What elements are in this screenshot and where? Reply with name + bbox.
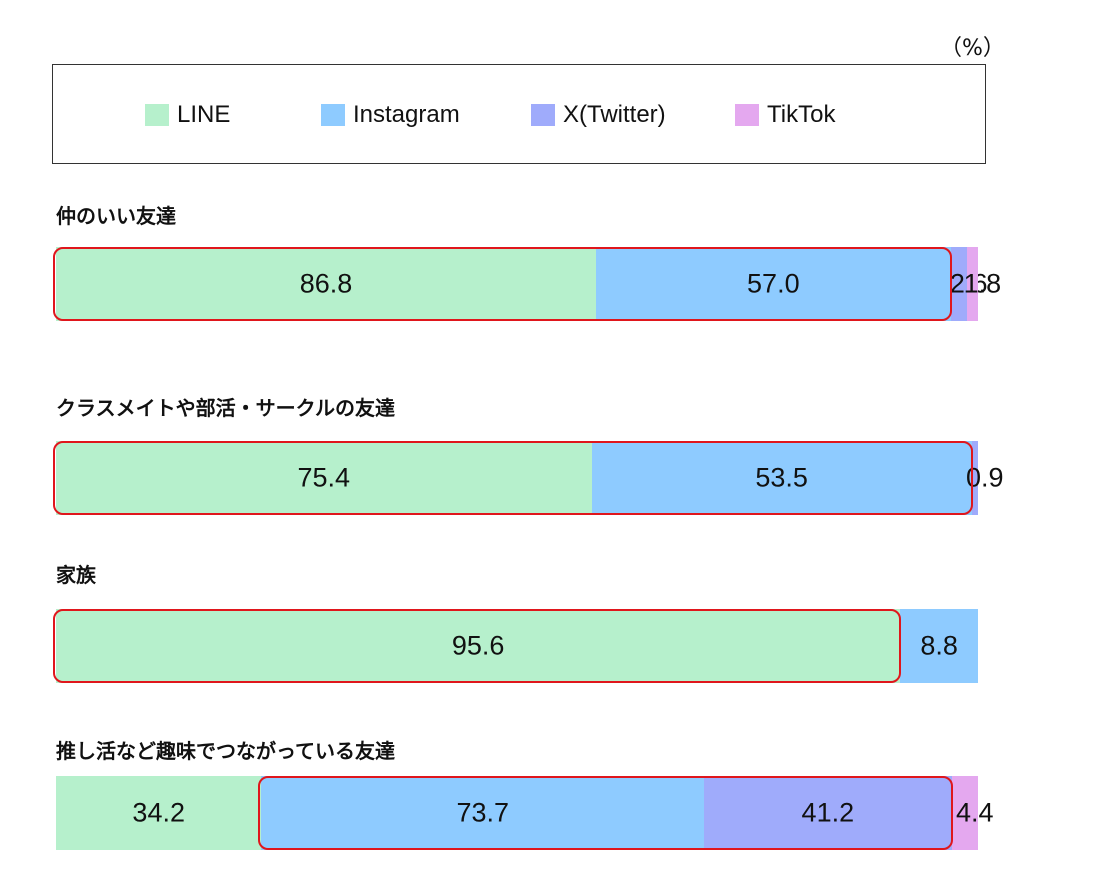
data-label: 57.0 [747, 268, 800, 299]
bar-segment-tiktok [966, 247, 978, 321]
data-label: 73.7 [456, 797, 510, 828]
data-label: 95.6 [451, 630, 505, 661]
legend-label-instagram: Instagram [353, 101, 460, 128]
bar-segment-line [56, 609, 901, 683]
legend-label-x-twitter: X(Twitter) [563, 101, 666, 128]
data-label: 41.2 [801, 797, 855, 828]
bar-segment-x-twitter [704, 776, 952, 850]
unit-label: （%） [940, 36, 1005, 61]
legend-item-line: LINE [145, 101, 230, 129]
bar-segment-x-twitter [971, 441, 978, 515]
legend-item-tiktok: TikTok [735, 101, 835, 129]
legend: LINE Instagram X(Twitter) TikTok [52, 64, 986, 164]
data-label: 8.8 [920, 630, 958, 661]
data-label: 1.8 [963, 268, 1002, 299]
group-title: 推し活など趣味でつながっている友達 [56, 739, 395, 763]
stacked-bar-row: 86.857.02.61.8 [53, 247, 1001, 321]
group-title: 家族 [56, 563, 96, 587]
legend-item-x-twitter: X(Twitter) [531, 101, 666, 129]
data-label: 75.4 [297, 462, 351, 493]
data-label: 34.2 [132, 797, 185, 828]
bar-segment-instagram [900, 609, 978, 683]
bar-segment-line [56, 776, 262, 850]
legend-label-tiktok: TikTok [767, 101, 836, 128]
group-title: クラスメイトや部活・サークルの友達 [56, 396, 395, 420]
group-title: 仲のいい友達 [56, 204, 176, 228]
legend-swatch-x-twitter [531, 104, 555, 126]
stacked-bar-row: 75.4 53.5 0.9 [53, 441, 1004, 515]
stacked-bar-row: 95.6 8.8 [53, 609, 978, 683]
legend-swatch-line [145, 104, 169, 126]
legend-item-instagram: Instagram [321, 101, 460, 129]
data-label: 4.4 [956, 797, 994, 828]
legend-swatch-tiktok [735, 104, 759, 126]
bar-segment-line [56, 441, 592, 515]
stacked-bar-row: 34.2 73.7 41.2 4.4 [56, 776, 994, 850]
legend-label-line: LINE [177, 101, 231, 128]
bar-segment-instagram [591, 441, 972, 515]
bar-segment-tiktok [951, 776, 978, 850]
bar-segment-x-twitter [950, 247, 967, 321]
bar-segment-line [56, 247, 596, 321]
data-label: 53.5 [755, 462, 808, 493]
bar-segment-instagram [261, 776, 705, 850]
bar-segment-instagram [596, 247, 951, 321]
data-label: 0.9 [966, 462, 1004, 493]
legend-swatch-instagram [321, 104, 345, 126]
data-label: 86.8 [299, 268, 353, 299]
